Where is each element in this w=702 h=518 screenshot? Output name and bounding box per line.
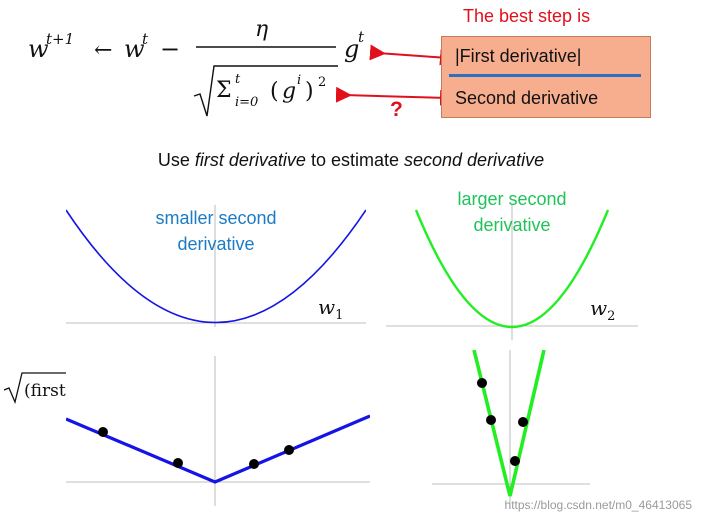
green-v-curve	[472, 350, 546, 497]
formula-w-sup: t+1	[46, 30, 74, 48]
arrow-numerator	[369, 44, 456, 66]
plot-w1-parabola: smaller second derivative w1	[66, 205, 366, 330]
label-w1: w1	[318, 295, 344, 323]
point	[173, 458, 183, 468]
formula-wt: w	[124, 35, 145, 63]
point	[518, 417, 528, 427]
formula-close-paren: )	[305, 79, 314, 104]
formula-w: w	[28, 35, 49, 63]
formula-gi: g	[282, 79, 296, 104]
best-step-fraction-line	[449, 74, 641, 77]
best-step-numerator: |First derivative|	[455, 46, 582, 66]
point	[284, 445, 294, 455]
plot-w2-abs-gradient	[432, 350, 590, 508]
green-parabola-curve	[414, 209, 610, 328]
best-step-title: The best step is	[463, 6, 591, 26]
point	[98, 427, 108, 437]
formula-arrow: ←	[94, 38, 112, 63]
point	[477, 378, 487, 388]
blue-v-curve	[66, 414, 370, 484]
formula-gt-sup: t	[358, 28, 365, 46]
point	[249, 459, 259, 469]
arrows-layer	[335, 44, 456, 106]
question-mark: ?	[390, 98, 403, 121]
watermark: https://blog.csdn.net/m0_46413065	[504, 498, 692, 512]
formula-sq: 2	[318, 75, 326, 90]
plot-w1-abs-gradient	[66, 356, 370, 508]
best-step-box	[441, 36, 651, 118]
formula-gi-sup: i	[297, 73, 301, 88]
formula-eta: η	[255, 17, 268, 42]
best-step-denominator: Second derivative	[455, 88, 599, 108]
formula-gt: g	[344, 35, 359, 63]
formula-sum-upper: t	[235, 72, 241, 87]
formula-sum-lower: i=0	[235, 95, 258, 110]
adagrad-update-formula: w t+1 ← w t − η g t Σ t i=0 ( g i ) 2	[28, 17, 365, 117]
label-larger-second-derivative: larger second derivative	[457, 189, 567, 235]
formula-wt-sup: t	[142, 30, 149, 48]
blue-parabola-curve	[66, 209, 366, 324]
point	[510, 456, 520, 466]
label-smaller-second-derivative: smaller second derivative	[155, 208, 277, 254]
formula-sqrt-symbol	[193, 65, 338, 117]
subtitle: Use first derivative to estimate second …	[157, 150, 545, 170]
label-w2: w2	[590, 296, 616, 324]
arrow-denominator	[335, 86, 456, 106]
formula-minus: −	[160, 35, 180, 63]
formula-open-paren: (	[270, 79, 279, 104]
point	[486, 415, 496, 425]
formula-sigma: Σ	[216, 78, 232, 103]
plot-w2-parabola: larger second derivative w2	[386, 189, 638, 348]
